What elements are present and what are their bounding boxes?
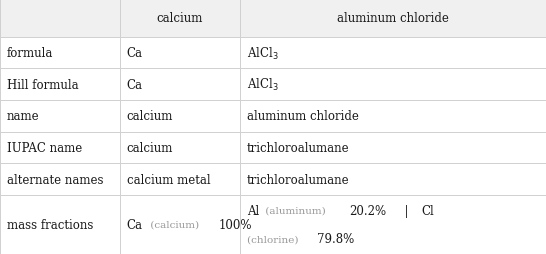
Bar (120, 164, 240, 195)
Bar (240, 38, 546, 69)
Bar (0, 132, 120, 164)
Text: aluminum chloride: aluminum chloride (247, 110, 358, 123)
Text: Ca: Ca (127, 78, 143, 91)
Text: mass fractions: mass fractions (7, 218, 93, 231)
Bar (0, 0, 120, 38)
Text: name: name (7, 110, 39, 123)
Text: Cl: Cl (421, 204, 434, 217)
Text: calcium: calcium (127, 110, 173, 123)
Bar (0, 38, 120, 69)
Bar (240, 0, 546, 38)
Text: calcium: calcium (127, 141, 173, 154)
Text: 100%: 100% (218, 218, 252, 231)
Text: |: | (397, 204, 416, 217)
Text: calcium metal: calcium metal (127, 173, 210, 186)
Text: Hill formula: Hill formula (7, 78, 78, 91)
Text: Al: Al (247, 204, 259, 217)
Text: trichloroalumane: trichloroalumane (247, 173, 349, 186)
Bar (120, 38, 240, 69)
Text: aluminum chloride: aluminum chloride (337, 12, 449, 25)
Bar (120, 69, 240, 101)
Bar (120, 195, 240, 254)
Text: Ca: Ca (127, 218, 143, 231)
Bar (240, 164, 546, 195)
Text: AlCl$_3$: AlCl$_3$ (247, 45, 278, 61)
Text: trichloroalumane: trichloroalumane (247, 141, 349, 154)
Text: AlCl$_3$: AlCl$_3$ (247, 77, 278, 93)
Text: formula: formula (7, 47, 53, 60)
Bar (120, 101, 240, 132)
Bar (0, 164, 120, 195)
Bar (120, 0, 240, 38)
Text: alternate names: alternate names (7, 173, 103, 186)
Text: calcium: calcium (157, 12, 203, 25)
Text: 79.8%: 79.8% (317, 232, 354, 245)
Text: (aluminum): (aluminum) (263, 206, 329, 215)
Bar (240, 132, 546, 164)
Text: IUPAC name: IUPAC name (7, 141, 82, 154)
Bar (240, 101, 546, 132)
Text: (chlorine): (chlorine) (247, 234, 301, 243)
Bar (0, 101, 120, 132)
Bar (240, 69, 546, 101)
Text: Ca: Ca (127, 47, 143, 60)
Text: 20.2%: 20.2% (349, 204, 386, 217)
Bar (0, 195, 120, 254)
Bar (240, 195, 546, 254)
Bar (120, 132, 240, 164)
Text: (calcium): (calcium) (147, 220, 203, 229)
Bar (0, 69, 120, 101)
